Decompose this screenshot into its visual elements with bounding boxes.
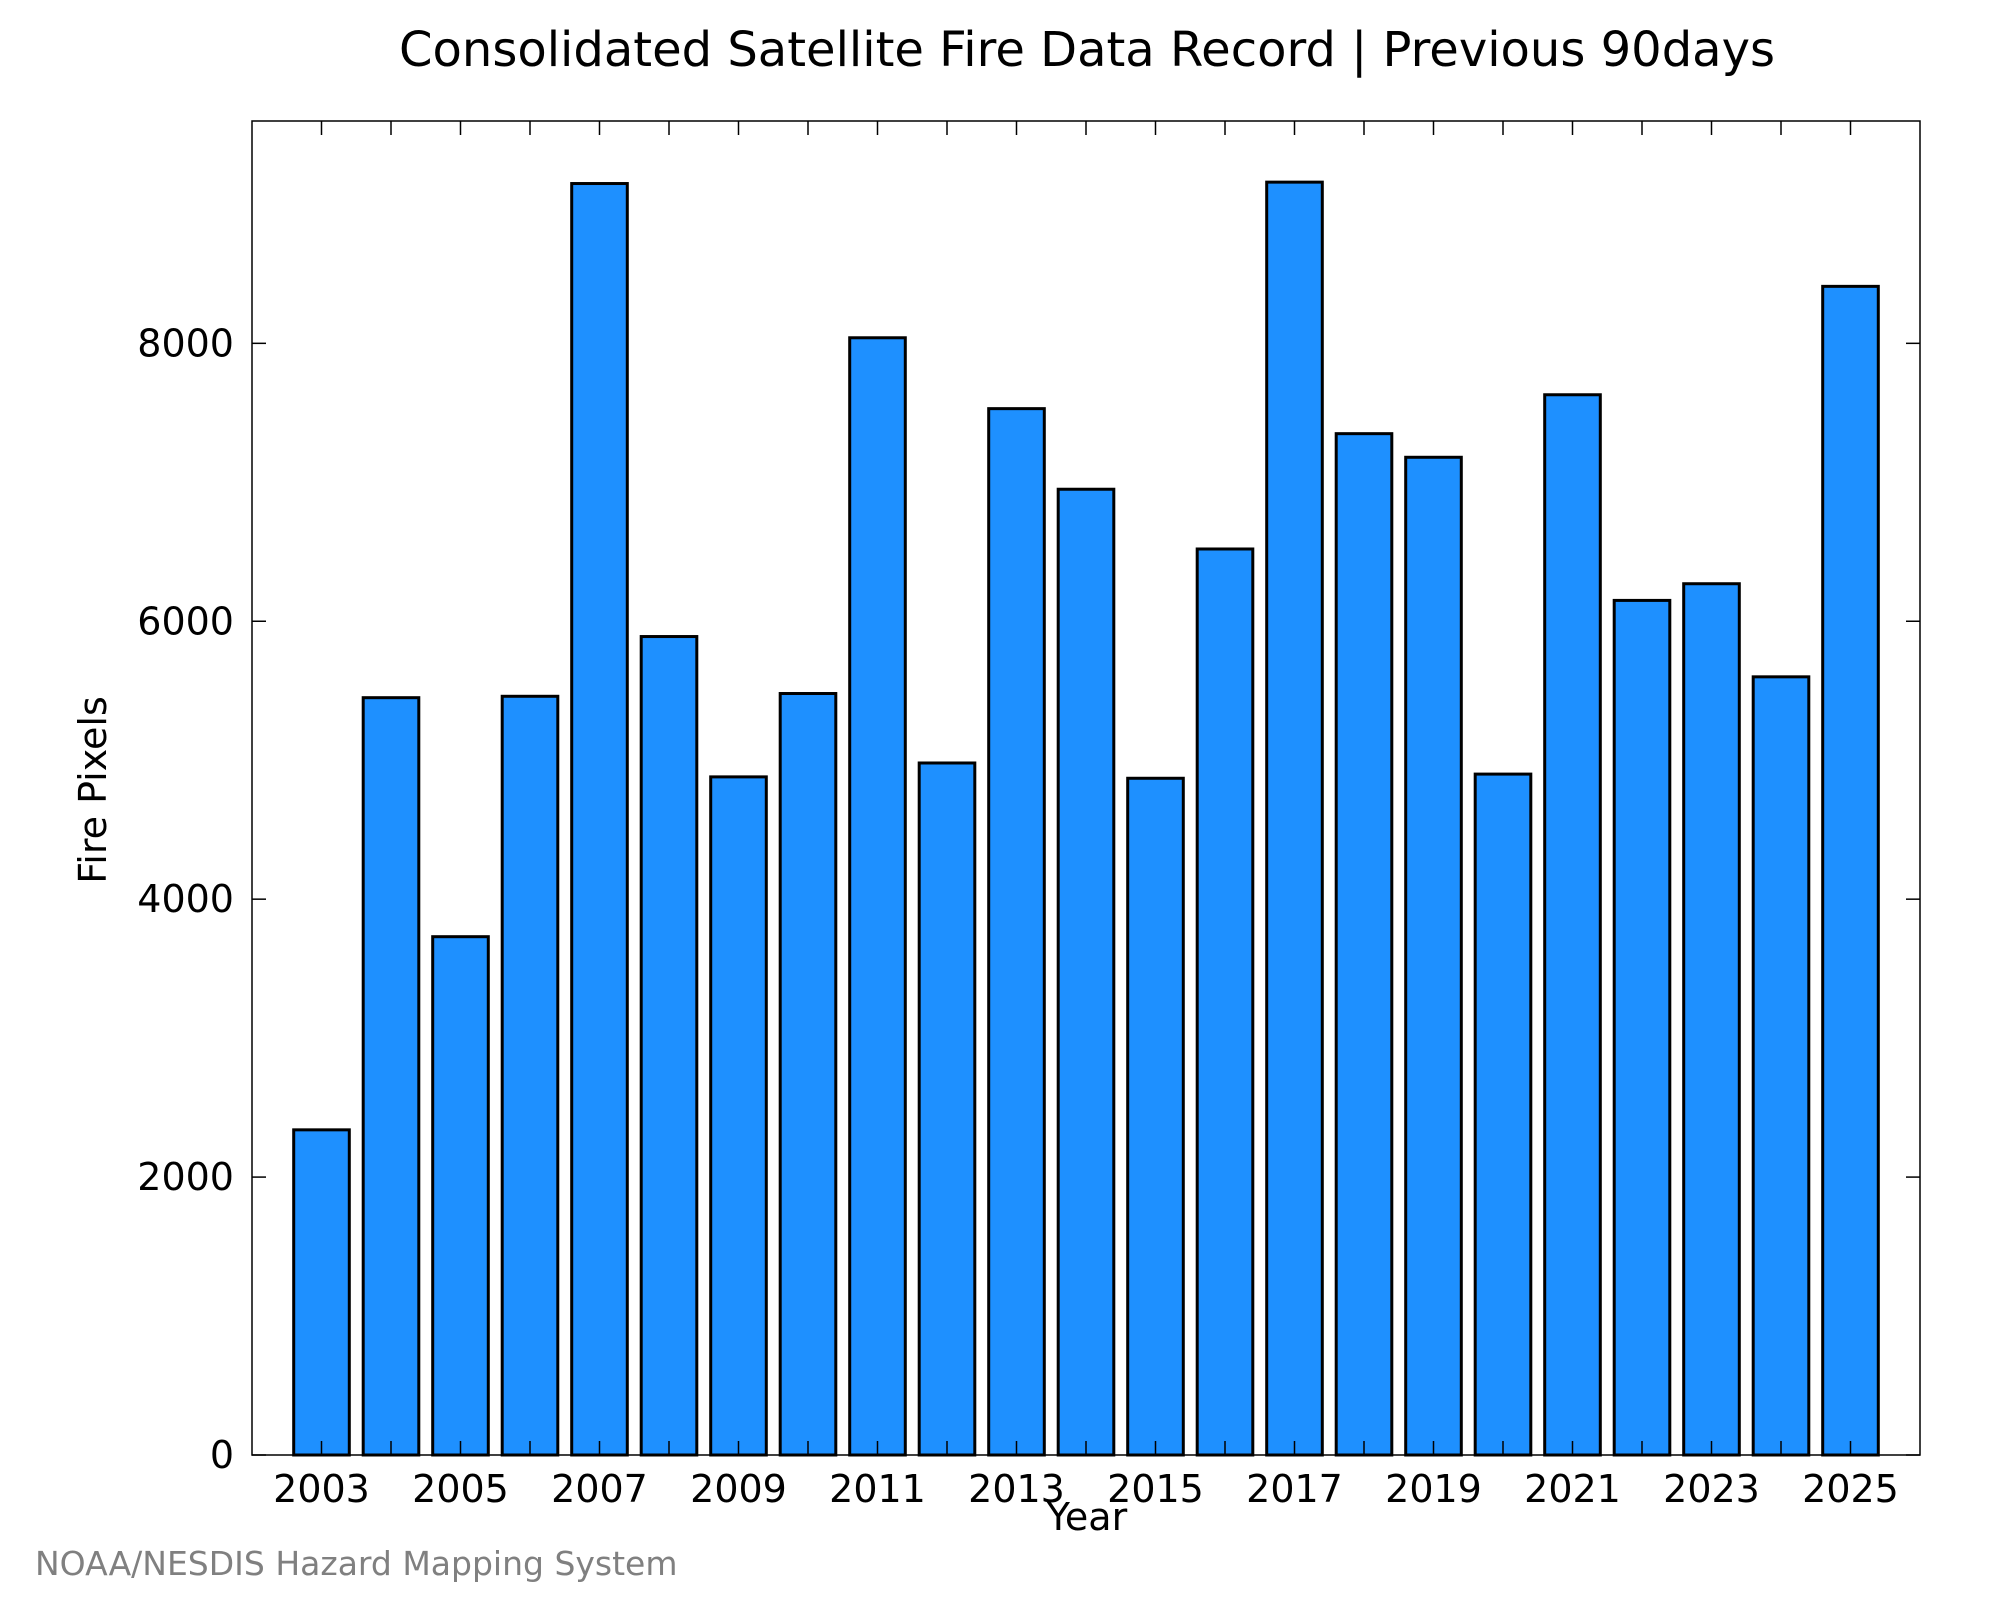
bars-layer	[292, 180, 1880, 1457]
bar-2006	[500, 694, 560, 1457]
plot-frame	[251, 120, 1921, 1456]
x-tick-label: 2003	[273, 1467, 370, 1511]
tick-labels-layer: 2003 2005 2007 2009 2011 2013 2015 2017 2019 2021…	[137, 321, 1899, 1511]
y-axis-label: Fire Pixels	[71, 696, 115, 884]
bar-2004	[361, 696, 421, 1457]
bar-2013	[987, 407, 1046, 1457]
bar-2005	[431, 935, 490, 1457]
x-tick-label: 2011	[829, 1467, 926, 1511]
bar-2007	[570, 182, 629, 1457]
y-tick-label: 2000	[137, 1155, 234, 1199]
x-tick-label: 2013	[968, 1467, 1065, 1511]
x-tick-label: 2005	[412, 1467, 509, 1511]
source-credit: NOAA/NESDIS Hazard Mapping System	[35, 1544, 678, 1583]
y-tick-label: 8000	[137, 321, 234, 365]
bar-2018	[1334, 432, 1394, 1457]
bar-2016	[1195, 547, 1255, 1457]
x-tick-label: 2023	[1663, 1467, 1760, 1511]
bar-2023	[1682, 582, 1741, 1457]
x-tick-label: 2007	[551, 1467, 648, 1511]
bar-2017	[1265, 180, 1324, 1457]
y-tick-label: 6000	[137, 599, 234, 643]
x-tick-label: 2019	[1385, 1467, 1482, 1511]
bar-2003	[292, 1128, 351, 1457]
bar-2021	[1543, 393, 1602, 1457]
bar-2025	[1821, 284, 1880, 1457]
chart-title: Consolidated Satellite Fire Data Record …	[399, 22, 1775, 78]
bar-2019	[1404, 455, 1463, 1457]
x-tick-label: 2017	[1246, 1467, 1343, 1511]
x-tick-label: 2015	[1107, 1467, 1204, 1511]
bar-2014	[1056, 487, 1116, 1457]
bar-2024	[1751, 675, 1811, 1457]
y-tick-label: 0	[210, 1433, 234, 1477]
y-tick-label: 4000	[137, 877, 234, 921]
x-tick-label: 2009	[690, 1467, 787, 1511]
bar-2010	[778, 692, 838, 1457]
x-tick-label: 2021	[1524, 1467, 1621, 1511]
bar-2015	[1126, 776, 1185, 1457]
x-axis-label: Year	[1046, 1495, 1128, 1539]
bar-2012	[917, 761, 977, 1457]
bar-2020	[1473, 772, 1533, 1457]
bar-2011	[848, 336, 907, 1457]
bar-2008	[639, 635, 699, 1457]
x-tick-label: 2025	[1802, 1467, 1899, 1511]
bar-2022	[1612, 598, 1672, 1457]
bar-2009	[709, 775, 768, 1457]
